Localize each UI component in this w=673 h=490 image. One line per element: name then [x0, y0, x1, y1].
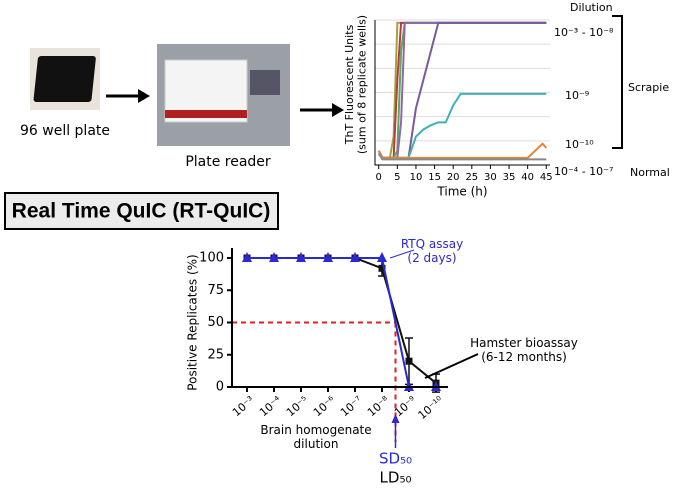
marker — [242, 252, 252, 262]
annotation: SD₅₀ — [379, 450, 412, 468]
marker — [350, 252, 360, 262]
x-tick-label: 10⁻⁸ — [365, 393, 392, 419]
annotation: Scrapie — [628, 81, 669, 94]
x-tick-label: 10⁻⁵ — [284, 394, 311, 420]
arrow — [106, 89, 150, 103]
series-label: Hamster bioassay (6-12 months) — [470, 336, 578, 364]
arrowhead — [391, 414, 400, 423]
banner-box — [4, 192, 279, 230]
series-line — [377, 21, 547, 159]
x-tick-label: 45 — [540, 172, 553, 183]
y-tick-label: 0 — [216, 380, 224, 395]
marker — [323, 252, 333, 262]
marker — [296, 252, 306, 262]
x-axis-title: Brain homogenate dilution — [260, 423, 371, 451]
series-line — [377, 92, 547, 159]
series-label: RTQ assay (2 days) — [401, 237, 463, 265]
x-tick-label: 10⁻⁶ — [311, 393, 338, 419]
series-line — [377, 153, 547, 161]
series-line — [247, 257, 436, 388]
x-tick-label: 5 — [394, 172, 400, 183]
bracket — [612, 15, 623, 149]
plate-photo — [30, 48, 100, 110]
marker — [377, 252, 387, 262]
y-tick-label: 100 — [199, 251, 224, 266]
x-tick-label: 15 — [428, 172, 441, 183]
x-tick-label: 10⁻⁷ — [338, 394, 365, 420]
y-axis-title: Positive Replicates (%) — [186, 254, 200, 390]
x-axis-title: Time (h) — [436, 185, 487, 199]
axes — [231, 248, 448, 388]
annotation: 10⁻³ - 10⁻⁸ — [554, 26, 614, 39]
marker — [269, 252, 279, 262]
series-line — [377, 142, 548, 159]
annotation: Dilution — [570, 1, 613, 14]
x-tick-label: 0 — [376, 172, 382, 183]
x-tick-label: 10⁻³ — [230, 394, 257, 420]
pointer — [389, 249, 415, 259]
annotation: LD₅₀ — [380, 469, 412, 487]
annotation: 10⁻¹⁰ — [565, 138, 594, 151]
x-tick-label: 20 — [447, 172, 460, 183]
x-tick-label: 25 — [465, 172, 478, 183]
annotation: 10⁻⁴ - 10⁻⁷ — [554, 165, 613, 178]
marker — [378, 264, 386, 272]
reader-label: Plate reader — [185, 154, 271, 170]
y-tick-label: 75 — [207, 283, 224, 298]
y-tick-label: 25 — [207, 347, 224, 362]
y-tick-label: 50 — [207, 315, 224, 330]
arrow — [300, 103, 344, 117]
x-tick-label: 30 — [484, 172, 497, 183]
x-tick-label: 10⁻¹⁰ — [416, 393, 447, 422]
x-tick-label: 10 — [410, 172, 423, 183]
x-tick-label: 35 — [503, 172, 516, 183]
marker — [405, 357, 413, 365]
banner: Real Time QuIC (RT-QuIC) — [12, 200, 271, 223]
pointer — [424, 353, 479, 379]
x-tick-label: 10⁻⁴ — [257, 393, 284, 419]
axes — [374, 20, 550, 166]
plate-label: 96 well plate — [20, 123, 110, 139]
reader-photo — [157, 44, 290, 146]
x-tick-label: 40 — [521, 172, 534, 183]
y-axis-title: ThT Fluorescent Units(sum of 8 replicate… — [343, 15, 369, 154]
annotation: 10⁻⁹ — [565, 89, 589, 102]
annotation: Normal — [630, 166, 670, 179]
